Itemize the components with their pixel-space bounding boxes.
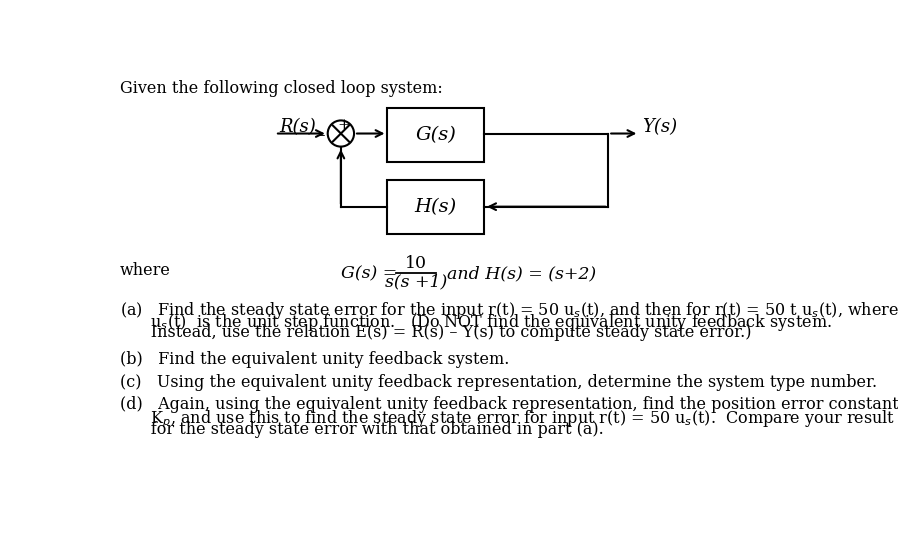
Text: +: + [338,118,350,132]
Text: for the steady state error with that obtained in part (a).: for the steady state error with that obt… [120,421,603,438]
Text: Instead, use the relation E(s) = R(s) – Y(s) to compute steady state error.): Instead, use the relation E(s) = R(s) – … [120,324,752,341]
Text: Y(s): Y(s) [642,118,677,136]
Text: Given the following closed loop system:: Given the following closed loop system: [120,79,443,96]
Text: R(s): R(s) [279,118,315,136]
Text: (b)   Find the equivalent unity feedback system.: (b) Find the equivalent unity feedback s… [120,351,509,368]
Text: 10: 10 [405,255,427,272]
Text: H(s): H(s) [415,198,457,216]
Text: s(s +1): s(s +1) [385,273,447,290]
Text: G(s) =: G(s) = [341,265,397,282]
Text: where: where [120,262,171,279]
Bar [387,108,484,162]
Text: K$_p$, and use this to find the steady state error for input r(t) = 50 u$_s$(t).: K$_p$, and use this to find the steady s… [120,408,895,430]
Text: u$_s$(t)  is the unit step function.   (Do NOT find the equivalent unity feedbac: u$_s$(t) is the unit step function. (Do … [120,312,832,333]
Text: (a)   Find the steady state error for the input r(t) = 50 u$_s$(t), and then for: (a) Find the steady state error for the … [120,300,898,321]
Text: and H(s) = (s+2): and H(s) = (s+2) [447,265,596,282]
Text: G(s): G(s) [416,126,456,144]
Text: -: - [318,127,325,145]
Bar [387,180,484,233]
Text: (d)   Again, using the equivalent unity feedback representation, find the positi: (d) Again, using the equivalent unity fe… [120,396,898,413]
Text: (c)   Using the equivalent unity feedback representation, determine the system t: (c) Using the equivalent unity feedback … [120,374,877,391]
